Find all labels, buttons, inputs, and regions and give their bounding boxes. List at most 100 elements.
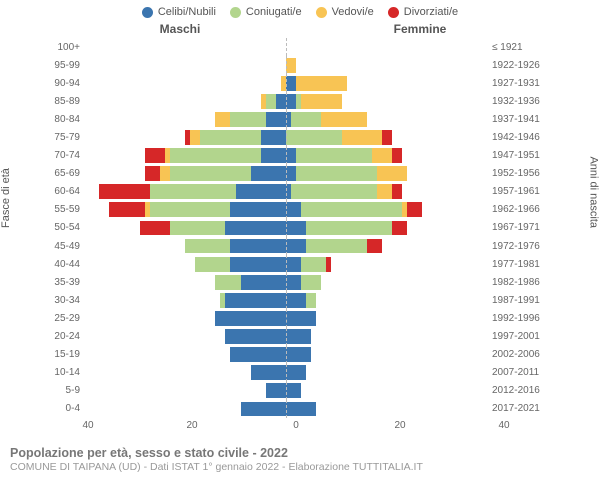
header-male: Maschi xyxy=(60,22,300,36)
pyramid-row: 20-241997-2001 xyxy=(50,328,542,346)
bar-area xyxy=(84,309,488,327)
bar-segment xyxy=(170,166,251,181)
bar-segment xyxy=(266,112,286,127)
center-line xyxy=(286,183,287,201)
birth-label: 1972-1976 xyxy=(488,241,542,252)
pyramid-row: 35-391982-1986 xyxy=(50,273,542,291)
female-half xyxy=(286,165,488,183)
male-half xyxy=(84,74,286,92)
pyramid-row: 70-741947-1951 xyxy=(50,147,542,165)
male-half xyxy=(84,183,286,201)
bar-segment xyxy=(286,221,306,236)
bar-segment xyxy=(377,184,392,199)
age-label: 55-59 xyxy=(50,204,84,215)
male-half xyxy=(84,328,286,346)
birth-label: 1937-1941 xyxy=(488,114,542,125)
bar-segment xyxy=(286,311,316,326)
bar-segment xyxy=(215,112,230,127)
pyramid-row: 0-42017-2021 xyxy=(50,400,542,418)
bar-segment xyxy=(382,130,392,145)
legend-label: Divorziati/e xyxy=(404,6,458,18)
bar-segment xyxy=(225,329,286,344)
bar-segment xyxy=(286,166,296,181)
bar-segment xyxy=(291,112,321,127)
bar-segment xyxy=(145,148,165,163)
male-half xyxy=(84,346,286,364)
legend-label: Coniugati/e xyxy=(246,6,302,18)
male-half xyxy=(84,147,286,165)
female-half xyxy=(286,309,488,327)
bar-segment xyxy=(230,257,286,272)
bar-area xyxy=(84,56,488,74)
center-line xyxy=(286,328,287,346)
x-tick: 40 xyxy=(498,420,509,431)
bar-area xyxy=(84,255,488,273)
bar-segment xyxy=(286,329,311,344)
legend: Celibi/NubiliConiugati/eVedovi/eDivorzia… xyxy=(0,0,600,20)
bar-segment xyxy=(195,257,230,272)
bar-segment xyxy=(225,221,286,236)
male-half xyxy=(84,273,286,291)
bar-segment xyxy=(109,202,144,217)
pyramid-row: 15-192002-2006 xyxy=(50,346,542,364)
female-half xyxy=(286,237,488,255)
bar-segment xyxy=(286,148,296,163)
center-line xyxy=(286,237,287,255)
bar-segment xyxy=(286,365,306,380)
female-half xyxy=(286,128,488,146)
pyramid-row: 75-791942-1946 xyxy=(50,128,542,146)
female-half xyxy=(286,56,488,74)
bar-segment xyxy=(215,311,286,326)
bar-segment xyxy=(321,112,366,127)
bar-segment xyxy=(301,94,341,109)
female-half xyxy=(286,382,488,400)
bar-area xyxy=(84,183,488,201)
bar-segment xyxy=(407,202,422,217)
y-axis-label-right: Anni di nascita xyxy=(588,156,600,228)
bar-area xyxy=(84,273,488,291)
x-tick: 20 xyxy=(394,420,405,431)
pyramid-row: 50-541967-1971 xyxy=(50,219,542,237)
bar-segment xyxy=(301,275,321,290)
center-line xyxy=(286,255,287,273)
bar-segment xyxy=(291,184,377,199)
legend-swatch xyxy=(230,7,241,18)
birth-label: 1927-1931 xyxy=(488,78,542,89)
female-half xyxy=(286,147,488,165)
bar-segment xyxy=(200,130,261,145)
center-line xyxy=(286,364,287,382)
birth-label: 1962-1966 xyxy=(488,204,542,215)
bar-area xyxy=(84,128,488,146)
bar-segment xyxy=(306,293,316,308)
bar-segment xyxy=(286,347,311,362)
bar-segment xyxy=(251,166,286,181)
male-half xyxy=(84,382,286,400)
male-half xyxy=(84,255,286,273)
birth-label: 1977-1981 xyxy=(488,259,542,270)
male-half xyxy=(84,291,286,309)
bar-segment xyxy=(160,166,170,181)
bar-area xyxy=(84,165,488,183)
bar-segment xyxy=(261,148,286,163)
age-label: 60-64 xyxy=(50,186,84,197)
legend-swatch xyxy=(316,7,327,18)
bar-segment xyxy=(392,221,407,236)
bar-segment xyxy=(185,239,230,254)
bar-segment xyxy=(306,221,392,236)
bar-segment xyxy=(251,365,286,380)
bar-segment xyxy=(286,202,301,217)
male-half xyxy=(84,364,286,382)
y-axis-label-left: Fasce di età xyxy=(0,168,12,228)
female-half xyxy=(286,255,488,273)
bar-area xyxy=(84,346,488,364)
center-line xyxy=(286,291,287,309)
legend-item: Divorziati/e xyxy=(388,6,458,18)
bar-segment xyxy=(145,166,160,181)
age-label: 45-49 xyxy=(50,241,84,252)
birth-label: 2012-2016 xyxy=(488,385,542,396)
legend-item: Coniugati/e xyxy=(230,6,302,18)
female-half xyxy=(286,110,488,128)
bar-area xyxy=(84,92,488,110)
legend-item: Celibi/Nubili xyxy=(142,6,216,18)
bar-area xyxy=(84,328,488,346)
